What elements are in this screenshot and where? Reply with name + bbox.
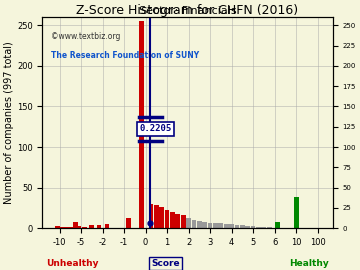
Bar <box>261 227 266 228</box>
Bar <box>245 226 250 228</box>
Bar <box>197 221 202 228</box>
Bar <box>96 225 102 228</box>
Text: 0.2205: 0.2205 <box>139 124 171 133</box>
Bar <box>256 227 261 228</box>
Bar <box>90 225 94 228</box>
Bar <box>159 207 164 228</box>
Bar <box>240 225 245 228</box>
Bar <box>251 226 256 228</box>
Bar <box>139 21 144 228</box>
Bar <box>59 227 64 228</box>
Bar <box>170 212 175 228</box>
Bar <box>165 210 170 228</box>
Bar <box>202 222 207 228</box>
Bar <box>275 222 280 228</box>
Bar <box>57 227 62 228</box>
Y-axis label: Number of companies (997 total): Number of companies (997 total) <box>4 41 14 204</box>
Bar <box>219 223 223 228</box>
Bar <box>229 224 234 228</box>
Title: Z-Score Histogram for CHFN (2016): Z-Score Histogram for CHFN (2016) <box>76 4 298 17</box>
Text: ©www.textbiz.org: ©www.textbiz.org <box>51 32 121 41</box>
Bar <box>70 227 75 228</box>
Text: Healthy: Healthy <box>289 259 329 268</box>
Text: Score: Score <box>151 259 180 268</box>
Bar <box>66 227 71 228</box>
Bar <box>224 224 229 228</box>
Bar <box>104 224 109 228</box>
Bar <box>294 197 298 228</box>
Bar <box>126 218 131 228</box>
Bar <box>77 226 81 228</box>
Text: Unhealthy: Unhealthy <box>46 259 99 268</box>
Text: The Research Foundation of SUNY: The Research Foundation of SUNY <box>51 51 199 60</box>
Text: Sector: Financials: Sector: Financials <box>139 6 236 16</box>
Bar <box>73 222 78 228</box>
Bar <box>192 220 196 228</box>
Bar <box>175 214 180 228</box>
Bar <box>186 218 191 228</box>
Bar <box>213 223 218 228</box>
Bar <box>82 227 87 228</box>
Bar <box>62 227 66 228</box>
Bar <box>294 218 299 228</box>
Bar <box>294 216 299 228</box>
Bar <box>149 204 153 228</box>
Bar <box>267 227 271 228</box>
Bar <box>55 226 60 228</box>
Bar <box>154 205 159 228</box>
Bar <box>208 222 212 228</box>
Bar <box>181 215 185 228</box>
Bar <box>235 225 239 228</box>
